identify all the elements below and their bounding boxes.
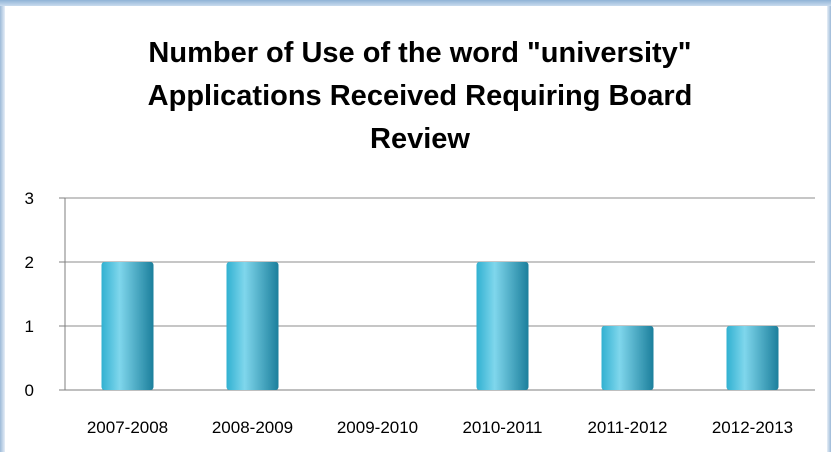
bar xyxy=(226,262,279,390)
chart-title-line-1: Number of Use of the word "university" xyxy=(148,37,692,69)
bar xyxy=(476,262,529,390)
bar xyxy=(726,326,779,390)
bar xyxy=(601,326,654,390)
x-tick-label: 2007-2008 xyxy=(87,418,168,437)
chart-title: Number of Use of the word "university" A… xyxy=(60,32,780,161)
x-tick-label: 2012-2013 xyxy=(712,418,793,437)
window-right-border xyxy=(827,6,831,452)
y-tick-label: 0 xyxy=(25,381,34,400)
y-tick-label: 3 xyxy=(25,189,34,208)
x-tick-label: 2008-2009 xyxy=(212,418,293,437)
window-top-border xyxy=(0,0,831,6)
bar xyxy=(101,262,154,390)
window-left-border xyxy=(0,6,5,452)
x-tick-label: 2010-2011 xyxy=(462,418,542,437)
chart-title-line-3: Review xyxy=(370,123,470,155)
chart-title-line-2: Applications Received Requiring Board xyxy=(147,80,693,112)
y-tick-label: 1 xyxy=(25,317,34,336)
y-tick-label: 2 xyxy=(25,253,34,272)
x-tick-label: 2009-2010 xyxy=(337,418,418,437)
x-tick-label: 2011-2012 xyxy=(587,418,667,437)
